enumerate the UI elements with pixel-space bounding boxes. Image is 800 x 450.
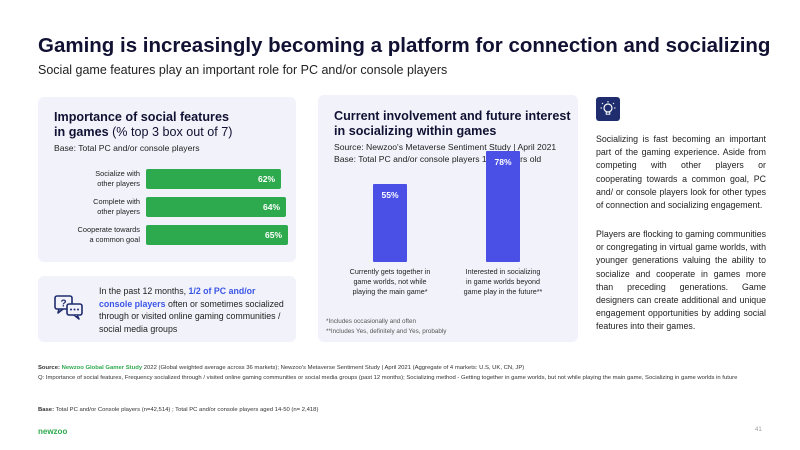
involvement-source: Source: Newzoo's Metaverse Sentiment Stu… xyxy=(334,142,557,152)
bar xyxy=(486,151,520,262)
involvement-title: Current involvement and future interest … xyxy=(334,109,574,139)
callout-text-before: In the past 12 months, xyxy=(99,286,187,296)
bar-category-label: Socialize with other players xyxy=(95,169,140,188)
svg-text:?: ? xyxy=(60,299,66,310)
involvement-title-line1: Current involvement and future interest xyxy=(334,109,571,123)
newzoo-logo: newzoo xyxy=(38,427,68,436)
page-title: Gaming is increasingly becoming a platfo… xyxy=(38,34,771,57)
involvement-panel: Current involvement and future interest … xyxy=(318,95,578,342)
footer-source-label: Source: xyxy=(38,365,60,371)
page-number: 41 xyxy=(755,427,762,433)
bar-value-label: 65% xyxy=(264,230,282,240)
chat-bubbles-question-icon: ? xyxy=(54,295,83,320)
bar-value-label: 62% xyxy=(257,174,275,184)
bar xyxy=(373,184,407,262)
social-features-base: Base: Total PC and/or console players xyxy=(54,143,200,153)
bar-category-label: Cooperate towards a common goal xyxy=(77,225,140,244)
social-features-title: Importance of social features in games (… xyxy=(54,110,294,140)
bar-value-label: 78% xyxy=(494,157,512,167)
bar-category-label: Complete with other players xyxy=(93,197,140,216)
footer-source-rest: 2022 (Global weighted average across 36 … xyxy=(143,365,525,371)
footer-base-label: Base: xyxy=(38,407,55,413)
footer-base-text: Total PC and/or Console players (n=42,51… xyxy=(55,407,319,413)
socializing-callout: ? In the past 12 months, 1/2 of PC and/o… xyxy=(38,276,296,342)
bar xyxy=(146,225,288,245)
footer-source: Source: Newzoo Global Gamer Study 2022 (… xyxy=(38,363,758,373)
social-features-title-line1: Importance of social features xyxy=(54,110,229,124)
involvement-title-line2: in socializing within games xyxy=(334,124,497,138)
social-features-panel: Importance of social features in games (… xyxy=(38,97,296,262)
footnote-definitely: **Includes Yes, definitely and Yes, prob… xyxy=(326,328,447,335)
callout-highlight: 1/2 of PC and/or console players xyxy=(99,286,256,309)
lightbulb-icon xyxy=(600,101,616,115)
lightbulb-icon-badge xyxy=(596,97,620,121)
callout-text-after: often or sometimes socialized through or… xyxy=(99,298,284,334)
footnote-occasionally: *Includes occasionally and often xyxy=(326,318,416,325)
involvement-base: Base: Total PC and/or console players 14… xyxy=(334,154,542,164)
bar-value-label: 64% xyxy=(262,202,280,212)
footer-source-link[interactable]: Newzoo Global Gamer Study xyxy=(61,365,143,371)
social-features-chart: Socialize with other players 62% Complete … xyxy=(38,97,296,262)
bar xyxy=(146,169,281,189)
social-features-title-qualifier: (% top 3 box out of 7) xyxy=(112,125,233,139)
bar-value-label: 55% xyxy=(381,190,399,200)
bar-category-label: Currently gets together in game worlds, … xyxy=(349,267,431,296)
involvement-chart: 55% Currently gets together in game world… xyxy=(318,95,578,342)
page-subtitle: Social game features play an important r… xyxy=(38,63,448,77)
callout-text: In the past 12 months, 1/2 of PC and/or … xyxy=(99,285,289,335)
bar-category-label: Interested in socializing in game worlds… xyxy=(463,267,543,296)
social-features-title-line2: in games xyxy=(54,125,109,139)
footer-question: Q: Importance of social features, Freque… xyxy=(38,375,738,381)
sidebar-paragraph-1: Socializing is fast becoming an importan… xyxy=(596,134,766,211)
bar xyxy=(146,197,286,217)
footer-base: Base: Total PC and/or Console players (n… xyxy=(38,405,758,415)
sidebar-paragraph-2: Players are flocking to gaming communiti… xyxy=(596,229,766,332)
